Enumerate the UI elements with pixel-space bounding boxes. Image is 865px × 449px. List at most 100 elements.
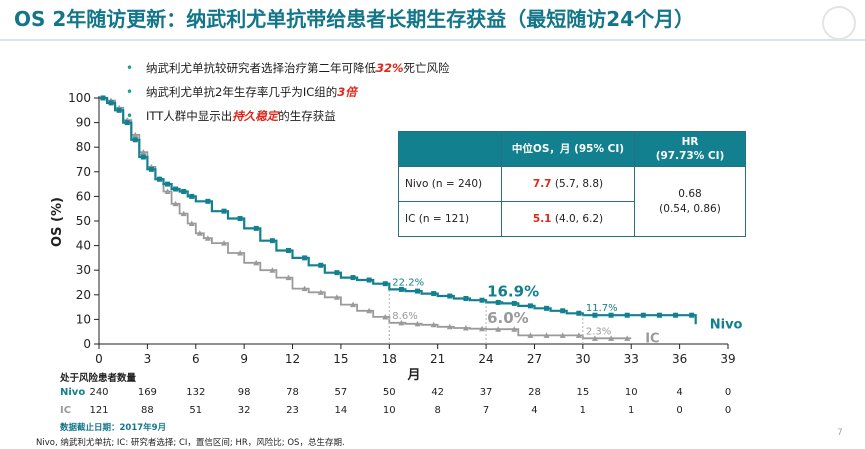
- hr-value: 0.68: [678, 187, 702, 200]
- x-tick-label: 12: [285, 352, 300, 366]
- censor-mark: [576, 310, 582, 316]
- censor-mark: [253, 225, 259, 231]
- censor-mark: [559, 332, 566, 338]
- bullet-icon: •: [126, 85, 134, 99]
- x-tick-label: 30: [575, 352, 590, 366]
- finding-highlight: 持久稳定: [232, 109, 279, 123]
- censor-mark: [165, 181, 171, 187]
- censor-mark: [462, 325, 469, 331]
- finding-item: • 纳武利尤单抗2年生存率几乎为IC组的3倍: [126, 80, 450, 104]
- hr-header-line: HR: [681, 136, 699, 148]
- table-header-hr: HR (97.73% CI): [634, 131, 746, 167]
- censor-mark: [302, 255, 308, 261]
- x-tick-label: 9: [240, 352, 248, 366]
- censor-mark: [656, 312, 662, 318]
- censor-mark: [189, 193, 195, 199]
- censor-mark: [511, 326, 518, 332]
- y-tick-label: 60: [76, 189, 91, 203]
- x-tick-label: 33: [624, 352, 639, 366]
- y-tick-label: 90: [76, 116, 91, 130]
- logo-icon: [822, 6, 856, 40]
- censor-mark: [220, 240, 227, 246]
- censor-mark: [527, 303, 533, 309]
- group-cell: Nivo (n = 240): [398, 166, 502, 202]
- censor-mark: [172, 200, 179, 207]
- x-tick-label: 27: [527, 352, 542, 366]
- bullet-icon: •: [126, 109, 134, 123]
- censor-mark: [204, 235, 211, 241]
- censor-mark: [253, 259, 260, 266]
- finding-highlight: 32%: [376, 61, 404, 75]
- hr-cell: 0.68 (0.54, 0.86): [634, 166, 746, 237]
- censor-mark: [173, 186, 179, 192]
- censor-mark: [495, 326, 502, 332]
- y-tick-label: 100: [68, 91, 91, 105]
- censor-mark: [560, 308, 566, 314]
- landmark-label: 6.0%: [487, 309, 529, 327]
- footnote: Nivo, 纳武利尤单抗; IC: 研究者选择; CI，置信区间; HR，风险比…: [36, 438, 345, 448]
- x-tick-label: 3: [144, 352, 152, 366]
- censor-mark: [527, 332, 534, 338]
- median-cell: 5.1 (4.0, 6.2): [501, 201, 635, 237]
- y-tick-label: 50: [76, 214, 91, 228]
- median-ci: (5.7, 8.8): [554, 178, 604, 190]
- finding-text: 的生存获益: [278, 109, 336, 123]
- median-cell: 7.7 (5.7, 8.8): [501, 166, 635, 202]
- y-tick-label: 0: [83, 337, 91, 351]
- censor-mark: [205, 198, 211, 204]
- censor-mark: [116, 107, 122, 113]
- y-tick-label: 20: [76, 288, 91, 302]
- censor-mark: [301, 285, 308, 292]
- censor-mark: [447, 293, 453, 299]
- censor-mark: [575, 332, 582, 338]
- censor-mark: [511, 300, 517, 306]
- censor-mark: [334, 270, 340, 276]
- table-header-median-os: 中位OS，月 (95% CI): [501, 131, 635, 167]
- finding-text: 纳武利尤单抗较研究者选择治疗第二年可降低: [146, 61, 376, 75]
- censor-mark: [132, 131, 139, 138]
- landmark-label: 8.6%: [392, 311, 417, 322]
- censor-mark: [624, 335, 631, 341]
- title-divider: [0, 39, 865, 41]
- censor-mark: [382, 281, 388, 287]
- censor-mark: [446, 323, 453, 330]
- table-header-blank: [398, 131, 502, 167]
- censor-mark: [479, 297, 485, 303]
- censor-mark: [431, 291, 437, 297]
- finding-text: 纳武利尤单抗2年生存率几乎为IC组的: [146, 85, 338, 99]
- censor-mark: [156, 176, 162, 182]
- censor-mark: [148, 166, 154, 172]
- landmark-label: 11.7%: [586, 303, 618, 314]
- y-tick-label: 40: [76, 239, 91, 253]
- y-tick-label: 10: [76, 312, 91, 326]
- censor-mark: [366, 307, 373, 314]
- censor-mark: [414, 320, 421, 327]
- censor-mark: [350, 275, 356, 281]
- landmark-label: 2.3%: [586, 326, 611, 337]
- censor-mark: [543, 332, 550, 338]
- censor-mark: [140, 149, 147, 155]
- censor-mark: [415, 288, 421, 294]
- censor-mark: [689, 312, 695, 318]
- finding-item: • 纳武利尤单抗较研究者选择治疗第二年可降低32%死亡风险: [126, 56, 450, 80]
- censor-mark: [221, 208, 227, 214]
- table-row: IC (n = 121) 5.1 (4.0, 6.2): [398, 201, 746, 237]
- censor-mark: [286, 248, 292, 254]
- x-tick-label: 15: [333, 352, 348, 366]
- censor-mark: [237, 249, 244, 256]
- censor-mark: [188, 220, 195, 226]
- censor-mark: [608, 312, 614, 318]
- hr-header-line: (97.73% CI): [655, 150, 725, 162]
- censor-mark: [640, 312, 646, 318]
- x-tick-label: 24: [478, 352, 493, 366]
- censor-mark: [108, 100, 114, 106]
- finding-highlight: 3倍: [337, 85, 357, 99]
- censor-mark: [350, 301, 357, 308]
- page-title: OS 2年随访更新：纳武利尤单抗带给患者长期生存获益（最短随访24个月）: [14, 7, 695, 31]
- censor-mark: [124, 120, 130, 126]
- censor-mark: [100, 95, 106, 101]
- censor-mark: [430, 321, 437, 328]
- hr-ci: (0.54, 0.86): [659, 202, 721, 215]
- censor-mark: [544, 305, 550, 311]
- landmark-label: 16.9%: [487, 282, 539, 300]
